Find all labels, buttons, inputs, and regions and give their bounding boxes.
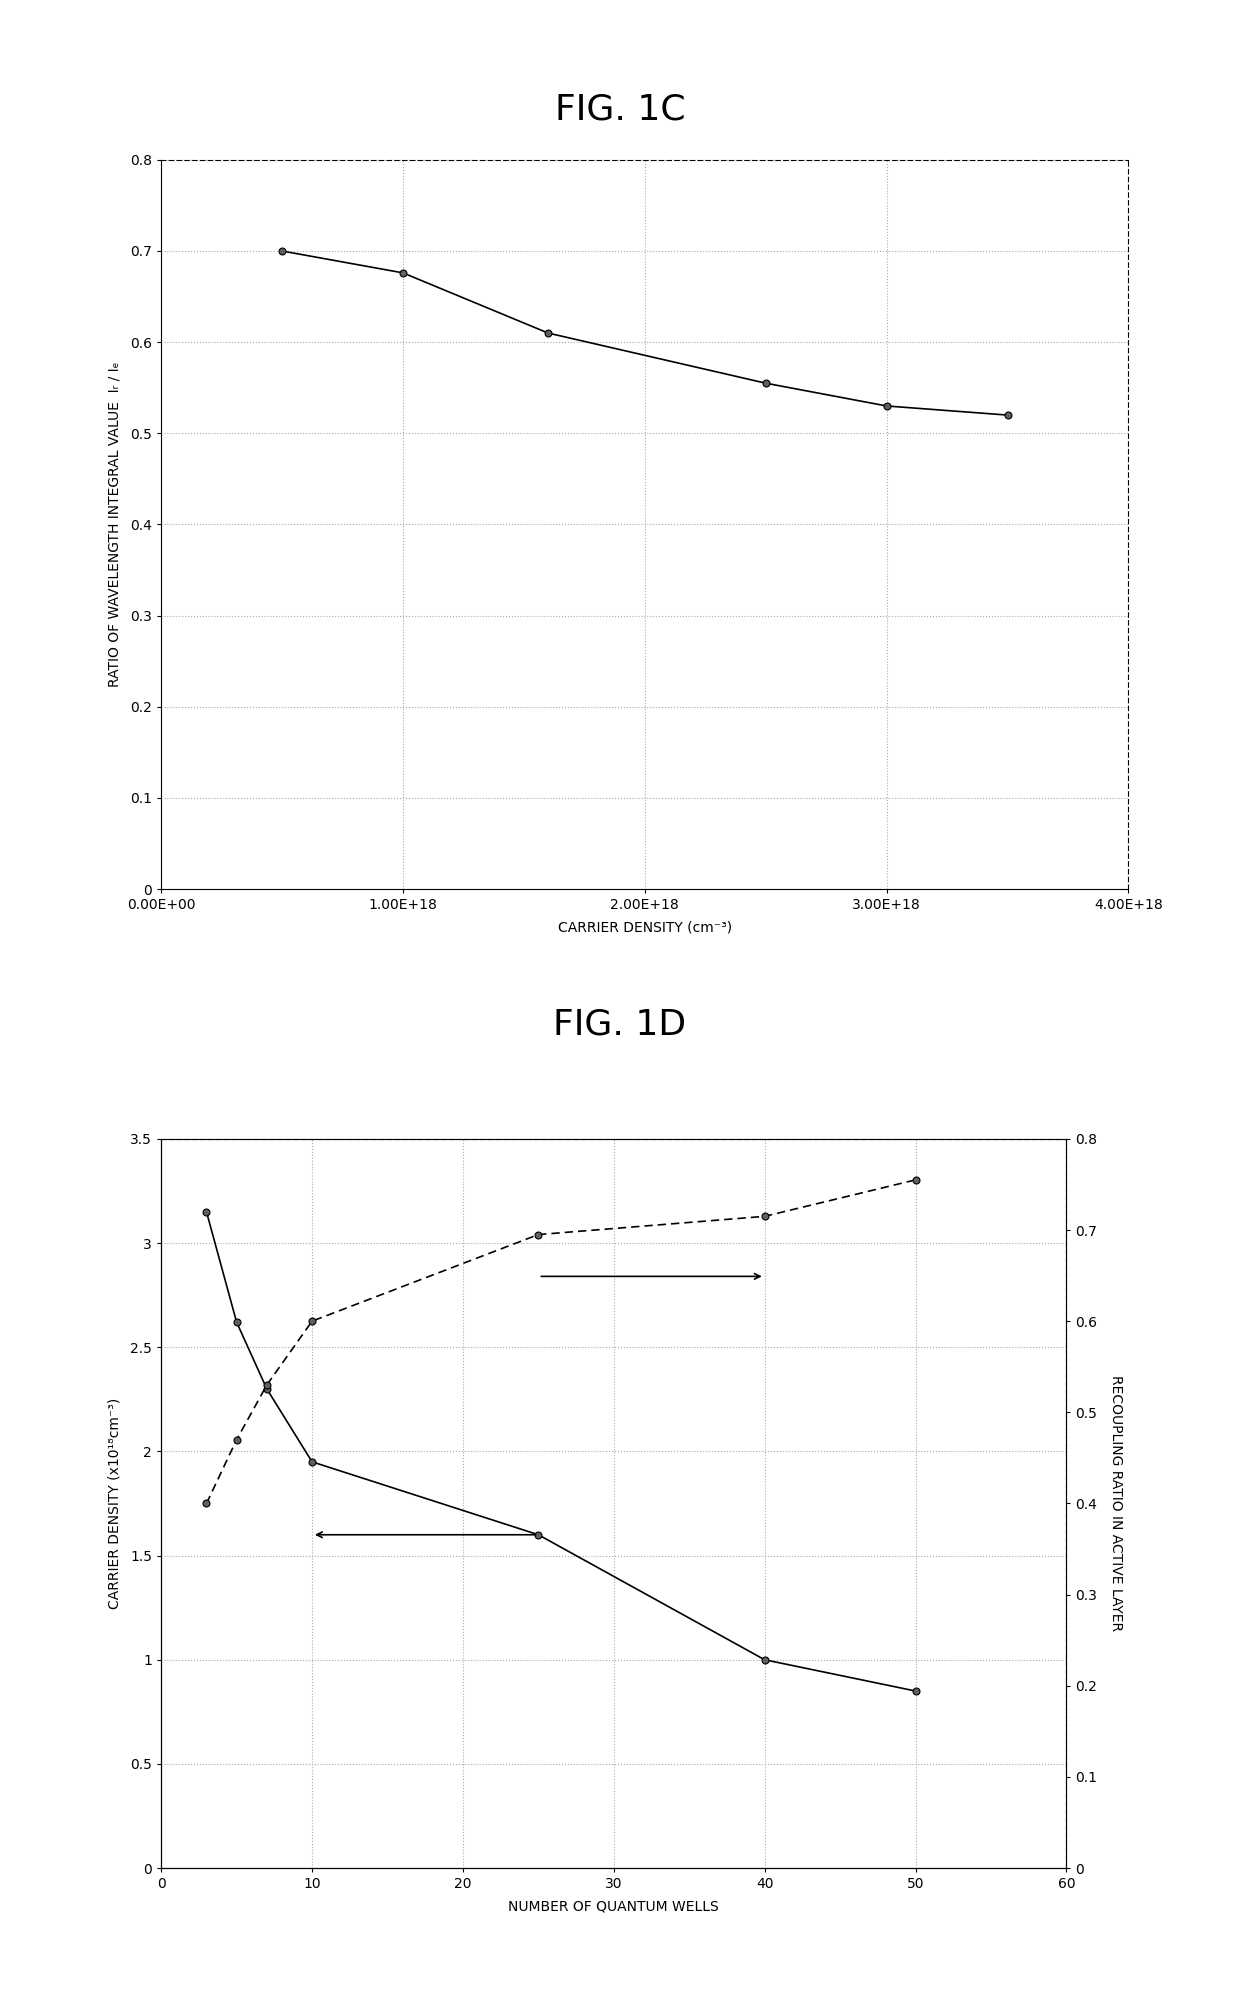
Y-axis label: RATIO OF WAVELENGTH INTEGRAL VALUE  Iᵣ / Iₑ: RATIO OF WAVELENGTH INTEGRAL VALUE Iᵣ / … xyxy=(108,362,122,687)
Y-axis label: CARRIER DENSITY (x10¹⁸cm⁻³): CARRIER DENSITY (x10¹⁸cm⁻³) xyxy=(108,1399,122,1608)
Text: FIG. 1D: FIG. 1D xyxy=(553,1007,687,1043)
Text: FIG. 1C: FIG. 1C xyxy=(554,92,686,128)
X-axis label: CARRIER DENSITY (cm⁻³): CARRIER DENSITY (cm⁻³) xyxy=(558,921,732,935)
X-axis label: NUMBER OF QUANTUM WELLS: NUMBER OF QUANTUM WELLS xyxy=(508,1900,719,1914)
Y-axis label: RECOUPLING RATIO IN ACTIVE LAYER: RECOUPLING RATIO IN ACTIVE LAYER xyxy=(1109,1375,1122,1632)
